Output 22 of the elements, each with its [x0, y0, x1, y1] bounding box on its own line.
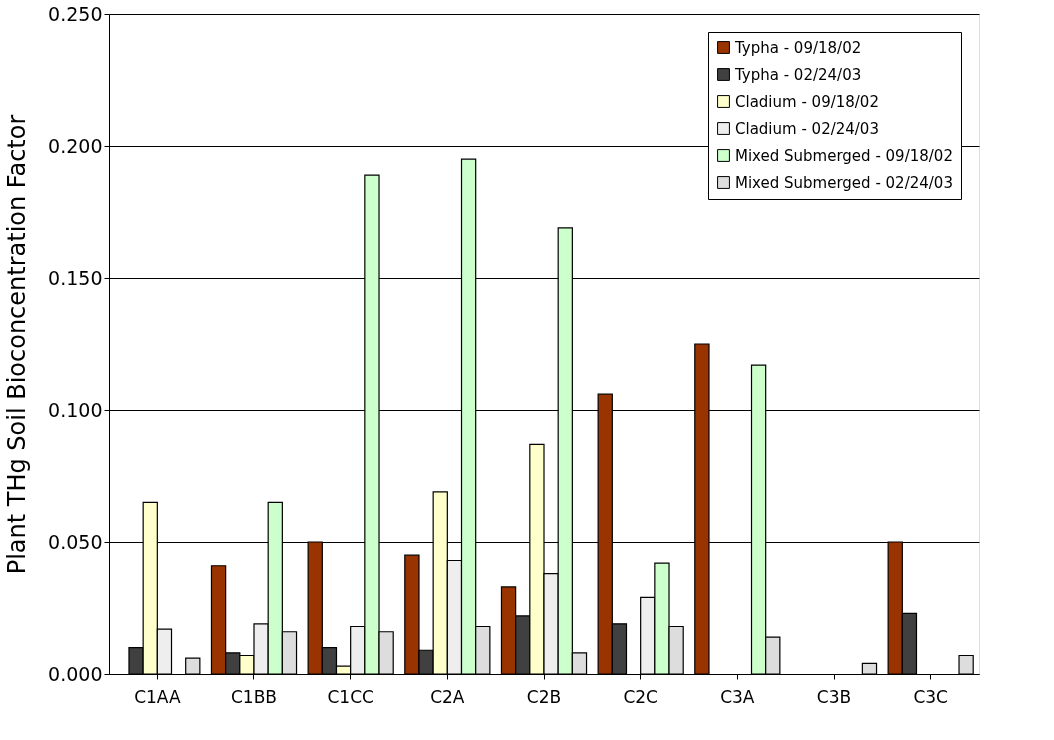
y-tick-label: 0.250: [48, 2, 103, 25]
x-tick-label: C3B: [816, 686, 852, 707]
x-tick-label: C3A: [720, 686, 755, 707]
legend-label: Mixed Submerged - 09/18/02: [735, 146, 953, 165]
y-tick-label: 0.150: [48, 266, 103, 289]
x-tick-label: C1AA: [134, 686, 181, 707]
x-tick-label: C1BB: [230, 686, 278, 707]
x-tick-label: C1CC: [327, 686, 374, 707]
y-tick-label: 0.100: [48, 398, 103, 421]
y-tick-label: 0.000: [48, 662, 103, 685]
x-tick-label: C2A: [430, 686, 465, 707]
y-axis-title: Plant THg Soil Bioconcentration Factor: [3, 114, 32, 575]
x-tick-label: C2B: [526, 686, 562, 707]
legend-label: Mixed Submerged - 02/24/03: [735, 173, 953, 192]
x-tick-label: C2C: [623, 686, 658, 707]
legend-label: Typha - 02/24/03: [734, 65, 862, 84]
legend-label: Cladium - 02/24/03: [735, 119, 879, 138]
y-tick-label: 0.200: [48, 134, 103, 157]
legend-label: Cladium - 09/18/02: [735, 92, 879, 111]
y-tick-label: 0.050: [48, 530, 103, 553]
legend-label: Typha - 09/18/02: [734, 38, 862, 57]
x-tick-label: C3C: [913, 686, 948, 707]
